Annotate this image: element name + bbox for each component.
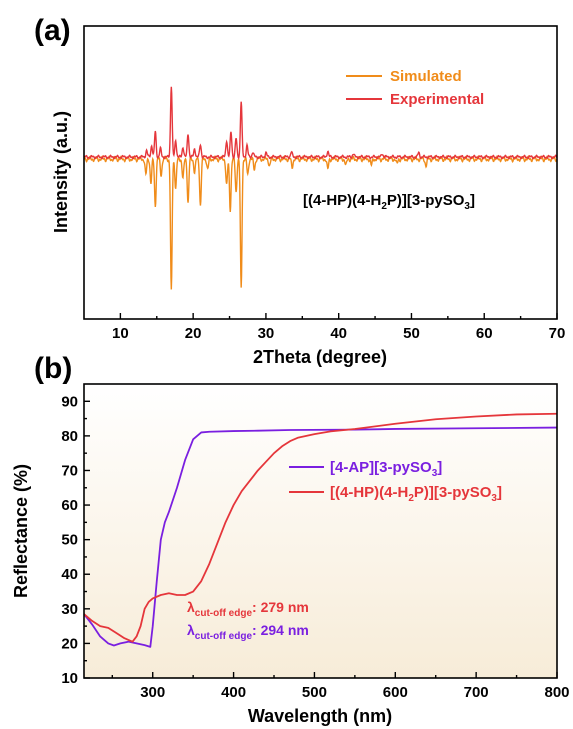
panel-a-compound-label: [(4-HP)(4-H2P)][3-pySO3] xyxy=(303,192,475,212)
panel-a-frame xyxy=(83,25,558,320)
panel-a-x-tick-label: 20 xyxy=(185,325,202,342)
panel-b-x-tick-label: 500 xyxy=(302,684,327,701)
xrd-series-experimental xyxy=(83,86,558,160)
panel-b-x-tick-label: 400 xyxy=(221,684,246,701)
panel-a: (a) 10 20 30 40 50 60 70 2Theta (degree) Inten… xyxy=(34,14,565,367)
legend-label-4hp: [(4-HP)(4-H2P)][3-pySO3] xyxy=(330,484,502,504)
panel-b: (b) 300 400 500 600 700 800 10 20 30 40 50 60 70 80 90… xyxy=(11,352,570,726)
panel-b-x-tick-label: 300 xyxy=(140,684,165,701)
cutoff-annotation-294: λcut-off edge: 294 nm xyxy=(187,622,309,642)
panel-b-x-tick-label: 700 xyxy=(464,684,489,701)
panel-a-legend: Simulated Experimental xyxy=(346,68,484,108)
panel-a-y-axis-title: Intensity (a.u.) xyxy=(51,111,71,233)
panel-b-y-tick-label: 70 xyxy=(61,462,78,479)
panel-a-x-tick-label: 50 xyxy=(403,325,420,342)
panel-b-y-tick-label: 30 xyxy=(61,601,78,618)
xrd-series-simulated xyxy=(83,155,558,290)
panel-a-plot-area xyxy=(83,86,558,290)
panel-a-x-tick-label: 60 xyxy=(476,325,493,342)
panel-b-y-tick-label: 60 xyxy=(61,497,78,514)
reflectance-series-4hp xyxy=(83,412,558,643)
panel-a-x-ticks: 10 20 30 40 50 60 70 xyxy=(112,313,565,342)
panel-a-x-tick-label: 40 xyxy=(330,325,347,342)
legend-label-simulated: Simulated xyxy=(390,68,462,85)
panel-a-x-tick-label: 10 xyxy=(112,325,129,342)
legend-label-4ap: [4-AP][3-pySO3] xyxy=(330,459,442,479)
reflectance-series-4ap xyxy=(83,426,558,648)
panel-a-label: (a) xyxy=(34,14,71,47)
panel-b-y-tick-label: 20 xyxy=(61,635,78,652)
panel-a-x-axis-title: 2Theta (degree) xyxy=(253,347,387,367)
legend-label-experimental: Experimental xyxy=(390,91,484,108)
panel-b-ticks: 300 400 500 600 700 800 10 20 30 40 50 60 70 80 90 xyxy=(61,393,569,701)
panel-a-x-tick-label: 30 xyxy=(258,325,275,342)
panel-b-y-tick-label: 50 xyxy=(61,532,78,549)
panel-b-x-axis-title: Wavelength (nm) xyxy=(248,706,392,726)
panel-b-legend: [4-AP][3-pySO3] [(4-HP)(4-H2P)][3-pySO3] xyxy=(289,459,502,504)
panel-b-label: (b) xyxy=(34,352,72,385)
panel-b-y-tick-label: 10 xyxy=(61,670,78,687)
panel-b-x-tick-label: 600 xyxy=(383,684,408,701)
panel-b-plot-area xyxy=(83,412,558,648)
panel-b-frame xyxy=(83,383,558,679)
panel-b-y-tick-label: 40 xyxy=(61,566,78,583)
panel-b-y-tick-label: 80 xyxy=(61,428,78,445)
cutoff-annotation-279: λcut-off edge: 279 nm xyxy=(187,599,309,619)
panel-b-y-tick-label: 90 xyxy=(61,393,78,410)
panel-a-x-tick-label: 70 xyxy=(549,325,566,342)
panel-b-y-axis-title: Reflectance (%) xyxy=(11,464,31,598)
panel-b-x-tick-label: 800 xyxy=(544,684,569,701)
